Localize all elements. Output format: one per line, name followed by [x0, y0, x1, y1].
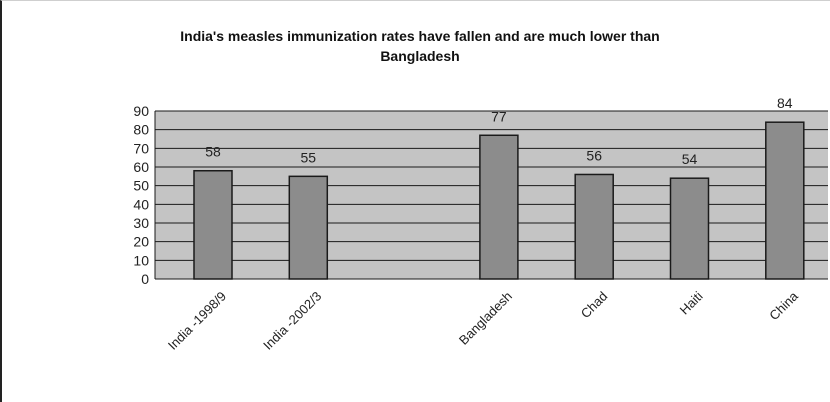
category-label-6: China [766, 288, 801, 323]
chart-title: India's measles immunization rates have … [60, 26, 780, 66]
y-tick-label-60: 60 [133, 159, 149, 175]
y-tick-label-80: 80 [133, 122, 149, 138]
bar-4 [574, 173, 614, 280]
data-label-3: 77 [491, 108, 507, 124]
category-label-0: India -1998/9 [165, 289, 229, 353]
y-tick-label-50: 50 [133, 178, 149, 194]
data-label-4: 56 [586, 147, 602, 163]
y-tick-label-70: 70 [133, 140, 149, 156]
y-tick-label-10: 10 [133, 252, 149, 268]
category-label-4: Chad [578, 289, 611, 322]
y-tick-label-90: 90 [133, 103, 149, 119]
data-label-1: 55 [301, 149, 317, 165]
y-tick-label-20: 20 [133, 234, 149, 250]
chart-title-line-2: Bangladesh [380, 48, 460, 64]
y-tick-label-0: 0 [141, 271, 149, 287]
category-labels: India -1998/9 India -2002/3 Bangladesh Chad… [165, 288, 802, 353]
y-axis-ticks: 0 10 20 30 40 50 60 70 80 90 [133, 103, 149, 287]
y-tick-label-40: 40 [133, 196, 149, 212]
bar-3 [479, 134, 519, 280]
bar-5 [669, 177, 710, 280]
data-label-6: 84 [777, 95, 793, 111]
bars [193, 121, 805, 280]
category-label-5: Haiti [677, 288, 706, 317]
bar-0 [193, 169, 233, 280]
y-tick-label-30: 30 [133, 215, 149, 231]
chart-title-line-1: India's measles immunization rates have … [180, 28, 660, 44]
bar-6 [765, 121, 805, 280]
data-labels: 58 55 77 56 54 84 [205, 95, 793, 167]
bar-1 [288, 175, 329, 280]
data-label-5: 54 [682, 151, 698, 167]
category-label-1: India -2002/3 [260, 289, 324, 353]
data-label-0: 58 [205, 144, 221, 160]
category-label-3: Bangladesh [456, 289, 515, 348]
